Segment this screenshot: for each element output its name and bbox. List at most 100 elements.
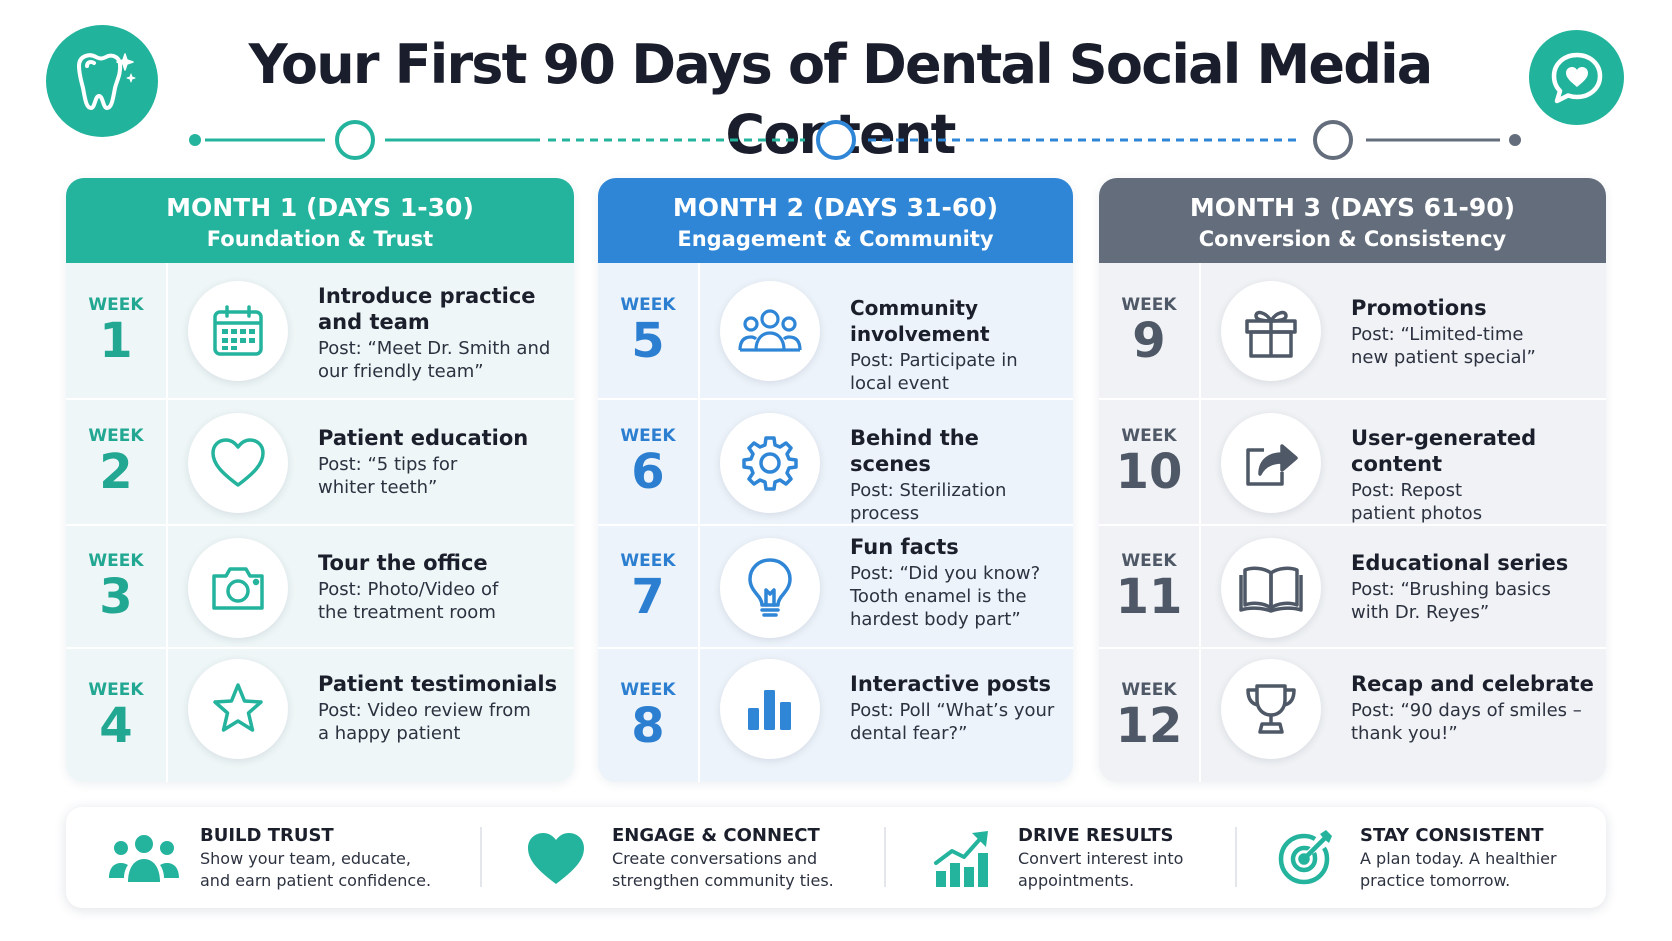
week-number: 4 bbox=[99, 697, 133, 754]
week-row-3: WEEK 3 Tour the office Post: Photo/Video … bbox=[66, 526, 574, 649]
footer-stay-consistent: STAY CONSISTENT A plan today. A healthie… bbox=[1266, 807, 1557, 908]
week-row-2: WEEK 2 Patient education Post: “5 tips fo… bbox=[66, 400, 574, 526]
week-title: Interactive posts bbox=[850, 672, 1051, 696]
week-label: WEEK bbox=[88, 550, 144, 571]
week-label: WEEK bbox=[88, 426, 144, 446]
week-post: Post: Sterilization process bbox=[850, 480, 1007, 524]
week-post: Post: “90 days of smiles – thank you!” bbox=[1351, 700, 1582, 744]
month-header: MONTH 3 (DAYS 61-90) Conversion & Consis… bbox=[1099, 178, 1606, 263]
footer-summary: BUILD TRUST Show your team, educate, and … bbox=[66, 807, 1606, 908]
week-number: 6 bbox=[631, 444, 665, 500]
footer-desc: Convert interest into appointments. bbox=[1018, 848, 1184, 890]
week-number: 5 bbox=[631, 312, 665, 369]
month-2-column: MONTH 2 (DAYS 31-60) Engagement & Commun… bbox=[598, 178, 1073, 782]
week-row-12: WEEK 12 Recap and celebrate Post: “90 day… bbox=[1099, 649, 1606, 782]
footer-title: STAY CONSISTENT bbox=[1360, 824, 1544, 846]
week-number: 3 bbox=[99, 568, 133, 625]
book-icon bbox=[1221, 538, 1321, 638]
week-label: WEEK bbox=[1121, 426, 1177, 446]
week-row-8: WEEK 8 Interactive posts Post: Poll “What… bbox=[598, 649, 1073, 782]
week-label: WEEK bbox=[88, 679, 144, 700]
week-title: Educational series bbox=[1351, 551, 1569, 575]
week-post: Post: “Limited-time new patient special” bbox=[1351, 324, 1536, 368]
week-row-4: WEEK 4 Patient testimonials Post: Video r… bbox=[66, 649, 574, 782]
week-post: Post: “Did you know? Tooth enamel is the h… bbox=[850, 563, 1041, 630]
week-number: 8 bbox=[631, 697, 665, 754]
month-header: MONTH 2 (DAYS 31-60) Engagement & Commun… bbox=[598, 178, 1073, 263]
week-row-6: WEEK 6 Behind the scenes Post: Sterilizat… bbox=[598, 400, 1073, 526]
month-1-column: MONTH 1 (DAYS 1-30) Foundation & Trust W… bbox=[66, 178, 574, 782]
week-row-10: WEEK 10 User-generated content Post: Repo… bbox=[1099, 400, 1606, 526]
footer-desc: Show your team, educate, and earn patient… bbox=[200, 848, 432, 890]
month-title: MONTH 1 (DAYS 1-30) bbox=[166, 193, 474, 222]
week-label: WEEK bbox=[1121, 294, 1177, 315]
week-number: 9 bbox=[1132, 312, 1166, 369]
week-post: Post: Video review from a happy patient bbox=[318, 700, 531, 744]
heart-icon bbox=[188, 413, 288, 513]
week-number: 2 bbox=[99, 444, 133, 500]
week-row-11: WEEK 11 Educational series Post: “Brushin… bbox=[1099, 526, 1606, 649]
week-post: Post: Poll “What’s your dental fear?” bbox=[850, 700, 1055, 744]
week-title: Introduce practice and team bbox=[318, 284, 536, 334]
week-title: User-generated content bbox=[1351, 426, 1537, 476]
target-icon bbox=[1266, 820, 1342, 896]
footer-title: ENGAGE & CONNECT bbox=[612, 824, 820, 846]
week-title: Community involvement bbox=[850, 296, 990, 346]
footer-divider bbox=[480, 827, 482, 887]
week-title: Fun facts bbox=[850, 535, 959, 559]
footer-title: BUILD TRUST bbox=[200, 824, 334, 846]
team-icon bbox=[106, 820, 182, 896]
week-title: Patient education bbox=[318, 426, 529, 450]
week-row-5: WEEK 5 Community involvement Post: Partic… bbox=[598, 263, 1073, 400]
growth-chart-icon bbox=[924, 820, 1000, 896]
week-label: WEEK bbox=[1121, 550, 1177, 571]
week-post: Post: Repost patient photos bbox=[1351, 480, 1483, 524]
week-post: Post: Participate in local event bbox=[850, 350, 1018, 394]
bar-chart-icon bbox=[720, 659, 820, 759]
week-number: 11 bbox=[1115, 568, 1183, 625]
week-title: Recap and celebrate bbox=[1351, 672, 1594, 696]
week-number: 12 bbox=[1115, 697, 1183, 754]
month-title: MONTH 2 (DAYS 31-60) bbox=[672, 193, 999, 222]
week-title: Promotions bbox=[1351, 296, 1487, 320]
month-3-column: MONTH 3 (DAYS 61-90) Conversion & Consis… bbox=[1099, 178, 1606, 782]
week-row-9: WEEK 9 Promotions Post: “Limited-time new … bbox=[1099, 263, 1606, 400]
week-label: WEEK bbox=[88, 294, 144, 315]
week-label: WEEK bbox=[620, 679, 676, 700]
month-subtitle: Foundation & Trust bbox=[206, 227, 434, 251]
footer-desc: Create conversations and strengthen commu… bbox=[612, 848, 834, 890]
week-number: 10 bbox=[1115, 444, 1183, 500]
week-post: Post: “5 tips for whiter teeth” bbox=[318, 454, 458, 498]
footer-divider bbox=[884, 827, 886, 887]
week-title: Behind the scenes bbox=[850, 426, 979, 476]
week-row-1: WEEK 1 Introduce practice and team Post: “… bbox=[66, 263, 574, 400]
footer-engage-connect: ENGAGE & CONNECT Create conversations an… bbox=[518, 807, 834, 908]
footer-drive-results: DRIVE RESULTS Convert interest into appoi… bbox=[924, 807, 1183, 908]
week-post: Post: “Brushing basics with Dr. Reyes” bbox=[1351, 579, 1551, 623]
share-icon bbox=[1221, 413, 1321, 513]
month-header: MONTH 1 (DAYS 1-30) Foundation & Trust bbox=[66, 178, 574, 263]
gear-icon bbox=[720, 413, 820, 513]
people-icon bbox=[720, 281, 820, 381]
lightbulb-icon bbox=[720, 538, 820, 638]
timeline-connector bbox=[189, 120, 1521, 160]
week-label: WEEK bbox=[620, 294, 676, 315]
heart-chat-icon bbox=[1529, 30, 1624, 125]
week-label: WEEK bbox=[1121, 679, 1177, 700]
month-title: MONTH 3 (DAYS 61-90) bbox=[1189, 193, 1516, 222]
week-label: WEEK bbox=[620, 426, 676, 446]
week-post: Post: Photo/Video of the treatment room bbox=[318, 579, 499, 623]
month-subtitle: Conversion & Consistency bbox=[1198, 227, 1507, 251]
week-post: Post: “Meet Dr. Smith and our friendly te… bbox=[318, 338, 551, 382]
tooth-sparkle-icon bbox=[46, 25, 158, 137]
calendar-icon bbox=[188, 281, 288, 381]
week-title: Patient testimonials bbox=[318, 672, 558, 696]
footer-desc: A plan today. A healthier practice tomorr… bbox=[1360, 848, 1557, 890]
footer-build-trust: BUILD TRUST Show your team, educate, and … bbox=[106, 807, 431, 908]
star-icon bbox=[188, 659, 288, 759]
week-number: 1 bbox=[99, 312, 133, 369]
week-row-7: WEEK 7 Fun facts Post: “Did you know? Toot… bbox=[598, 526, 1073, 649]
gift-icon bbox=[1221, 281, 1321, 381]
footer-divider bbox=[1235, 827, 1237, 887]
heart-icon bbox=[518, 820, 594, 896]
